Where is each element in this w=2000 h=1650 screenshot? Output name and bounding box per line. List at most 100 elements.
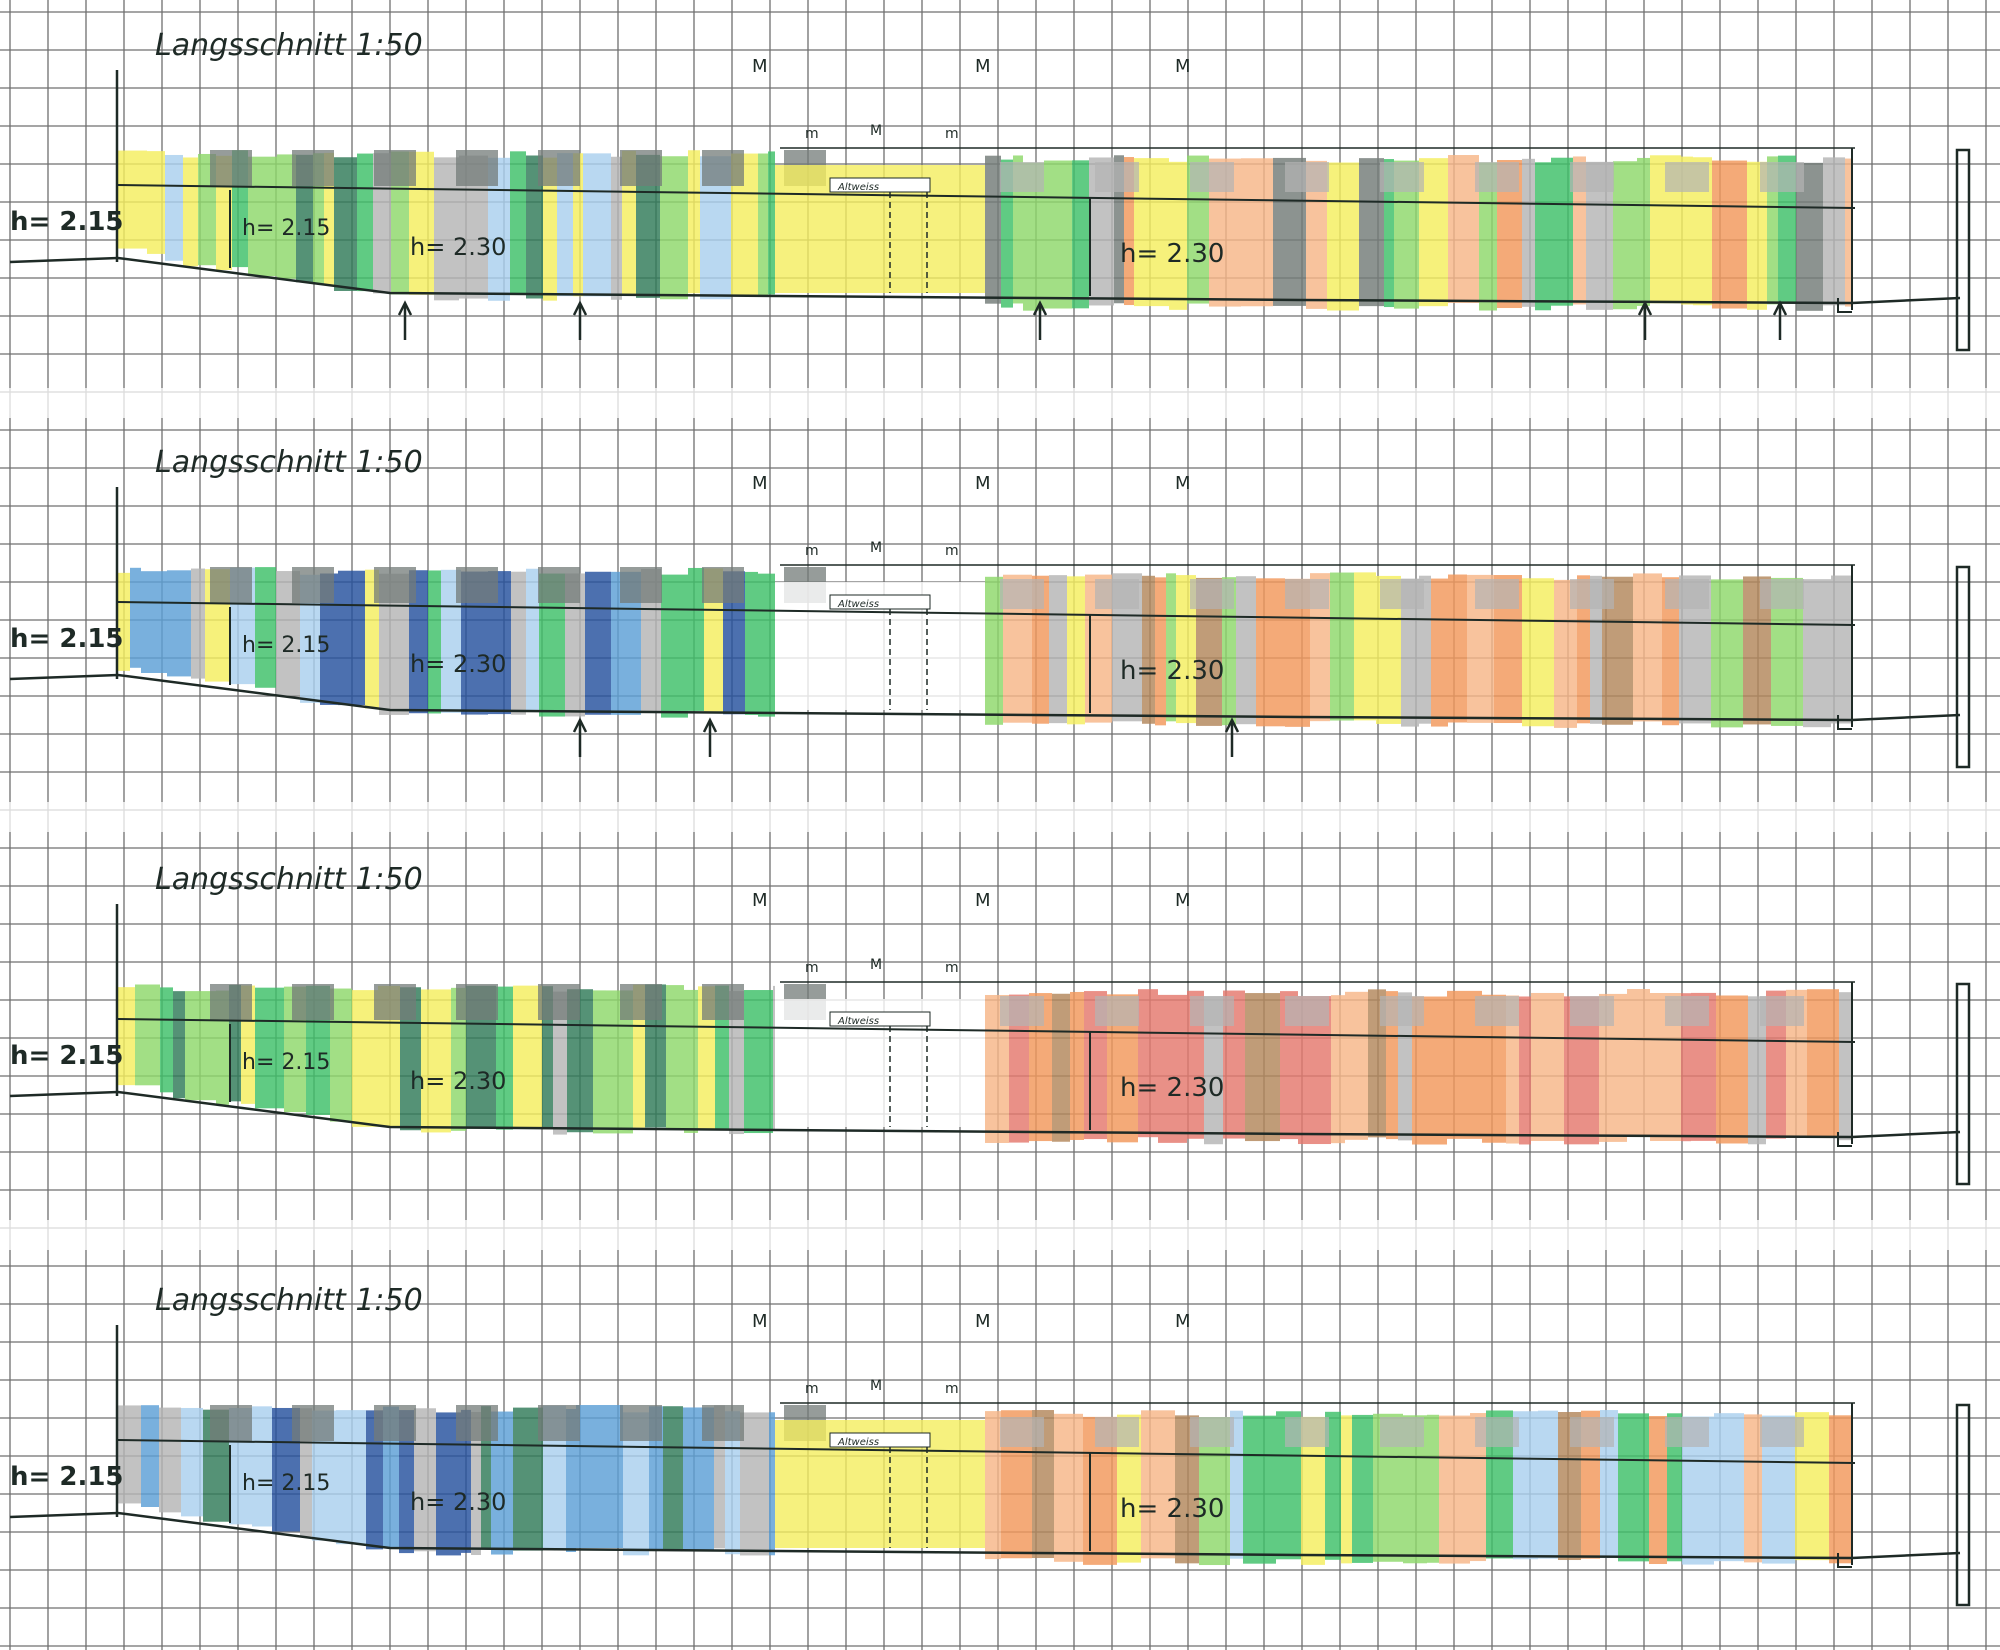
roof-block: [1665, 996, 1709, 1026]
height-label-mid: h= 2.15: [242, 1050, 330, 1075]
height-label-right: h= 2.30: [1120, 1073, 1224, 1103]
color-stripe: [118, 987, 135, 1086]
color-stripe: [1013, 155, 1023, 304]
roof-block: [1760, 162, 1804, 192]
step-mark: [1837, 715, 1852, 730]
section-panel: Langsschnitt 1:50 h= 2.15 h= 2.15 h= 2.30 h=…: [9, 445, 1971, 769]
ground-line: [9, 1511, 1961, 1560]
elevation-symbol: M: [975, 473, 991, 494]
color-stripe: [513, 985, 542, 1129]
color-stripe: [645, 984, 666, 1128]
color-stripe: [1613, 161, 1637, 310]
color-stripe: [1711, 579, 1743, 728]
color-stripe: [141, 571, 167, 673]
elevation-symbol: M: [752, 1311, 768, 1332]
height-label-mid: h= 2.15: [242, 216, 330, 241]
color-stripe: [1169, 161, 1187, 310]
color-stripe: [1558, 1412, 1581, 1561]
color-stripe: [1531, 992, 1564, 1141]
color-stripe: [1072, 160, 1089, 309]
dimension-mark: M: [870, 1378, 882, 1394]
color-stripe: [740, 1412, 769, 1556]
color-stripe: [391, 151, 409, 295]
roof-block: [1665, 579, 1709, 609]
elevation-symbol: M: [975, 56, 991, 77]
color-stripe: [1187, 155, 1209, 304]
roof-block: [1380, 996, 1424, 1026]
roof-block: [1095, 1417, 1139, 1447]
color-stripe: [1681, 156, 1693, 305]
color-stripe: [1398, 992, 1412, 1141]
entrance-arrow-head: [1224, 717, 1240, 733]
section-title: Langsschnitt 1:50: [155, 862, 423, 897]
height-label-mid: h= 2.15: [242, 1471, 330, 1496]
color-stripe: [1573, 156, 1586, 305]
color-stripe: [1256, 578, 1285, 727]
color-stripe: [744, 990, 773, 1134]
sections: Langsschnitt 1:50 h= 2.15 h= 2.15 h= 2.30 h=…: [9, 28, 1971, 1607]
roof-block: [1095, 162, 1139, 192]
roof-block: [538, 150, 580, 186]
height-label-right: h= 2.30: [1120, 1494, 1224, 1524]
color-stripe: [660, 156, 688, 300]
roof-block: [1000, 579, 1044, 609]
roof-block: [1095, 996, 1139, 1026]
color-stripe: [1823, 157, 1845, 306]
color-stripe: [147, 151, 165, 254]
color-stripe: [1032, 1410, 1054, 1559]
roof-block: [1285, 1417, 1329, 1447]
color-stripe: [481, 1406, 491, 1550]
color-stripe: [336, 1410, 366, 1545]
roof-block: [1000, 162, 1044, 192]
dimension-mark: m: [805, 1381, 819, 1397]
color-stripe: [688, 567, 704, 711]
material-label: Altweiss: [837, 1437, 879, 1448]
color-stripe: [1187, 990, 1204, 1139]
color-stripe: [1114, 155, 1124, 304]
roof-block: [292, 1405, 334, 1441]
height-label-right: h= 2.30: [1120, 239, 1224, 269]
color-stripe: [526, 568, 539, 712]
label-box: [829, 177, 931, 193]
color-stripe: [1067, 576, 1085, 725]
color-stripe: [1747, 161, 1767, 310]
section-panel: Langsschnitt 1:50 h= 2.15 h= 2.15 h= 2.30 h=…: [9, 1283, 1971, 1607]
ground-line: [9, 673, 1961, 722]
color-stripe: [666, 985, 684, 1129]
roof-block: [1570, 162, 1614, 192]
color-stripe: [1166, 573, 1176, 722]
color-stripe: [585, 571, 611, 715]
section-title: Langsschnitt 1:50: [155, 1283, 423, 1318]
height-label-center: h= 2.30: [410, 1488, 506, 1516]
label-box: [829, 1432, 931, 1448]
color-stripe: [471, 1412, 481, 1556]
roof-block: [1475, 1417, 1519, 1447]
roof-block: [1760, 996, 1804, 1026]
material-label: Altweiss: [837, 182, 879, 193]
entrance-arrow-head: [572, 717, 588, 733]
color-stripe: [255, 567, 276, 688]
color-stripe: [1352, 1414, 1373, 1563]
color-stripe: [1241, 158, 1273, 307]
color-stripe: [1325, 1411, 1341, 1560]
color-stripe: [1230, 1410, 1243, 1559]
color-stripe: [1368, 989, 1386, 1138]
color-stripe: [1439, 1415, 1470, 1564]
color-stripe: [141, 1405, 159, 1507]
color-stripe: [173, 991, 185, 1099]
color-stripe: [684, 989, 698, 1133]
roof-block: [702, 567, 744, 603]
roof-block: [538, 984, 580, 1020]
upper-line: [117, 1018, 1856, 1043]
color-stripe: [1448, 155, 1479, 304]
color-stripe: [1831, 575, 1852, 724]
roof-block: [1760, 1417, 1804, 1447]
color-stripe: [1044, 160, 1072, 309]
roof-block: [1190, 162, 1234, 192]
color-stripe: [1554, 579, 1577, 728]
color-stripe: [1029, 993, 1052, 1142]
color-stripe: [1744, 1414, 1762, 1563]
color-stripe: [768, 151, 775, 295]
